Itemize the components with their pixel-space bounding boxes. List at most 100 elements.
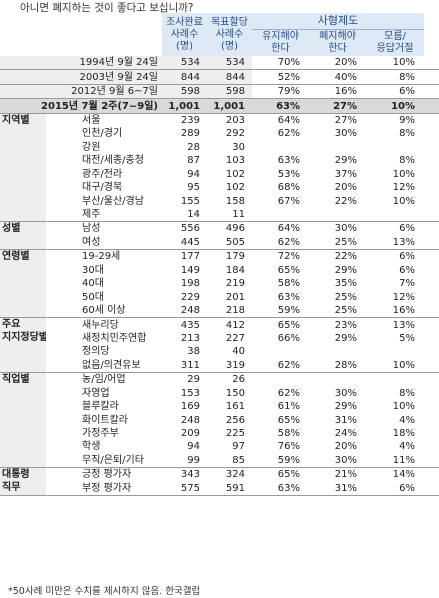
target-n-cell: 11 xyxy=(207,207,252,223)
target-n-cell: 591 xyxy=(207,481,252,496)
survey-n-cell: 94 xyxy=(187,168,200,180)
abolish-pct-cell: 25% xyxy=(309,235,366,251)
abolish-pct-cell: 22% xyxy=(334,195,357,207)
table-row: 부산/울산/경남 155 158 67% 22% 10% xyxy=(0,194,439,207)
abolish-pct-cell: 31% xyxy=(309,481,366,496)
target-n-cell: 161 xyxy=(225,401,245,413)
unknown-pct-cell: 7% xyxy=(399,278,416,290)
keep-pct-cell: 70% xyxy=(252,56,309,71)
table-row: 정의당 38 40 xyxy=(0,345,439,358)
row-label: 30대 xyxy=(82,264,104,276)
survey-n-cell: 534 xyxy=(162,56,207,71)
table-row: 50대 229 201 63% 25% 12% xyxy=(0,290,439,303)
row-label: 새누리당 xyxy=(82,319,119,331)
unknown-pct-cell xyxy=(366,373,424,387)
abolish-pct-cell: 27% xyxy=(334,114,357,126)
row-label: 서울 xyxy=(82,114,101,126)
row-label: 대전/세종/충청 xyxy=(82,155,144,167)
abolish-pct-cell: 22% xyxy=(334,251,357,263)
target-n-cell: 203 xyxy=(225,114,245,126)
header-survey-n: 조사완료 사례수 (명) xyxy=(162,13,207,56)
unknown-pct-cell: 10% xyxy=(366,358,425,374)
unknown-pct-cell: 10% xyxy=(392,195,416,207)
survey-n-cell: 556 xyxy=(180,223,200,235)
keep-pct-cell: 64% xyxy=(277,223,300,235)
table-row: 주요 지지정당별 새누리당 435 412 65% 23% 13% xyxy=(0,317,439,374)
row-label: 여성 xyxy=(46,235,162,251)
table-row: 제주 14 11 xyxy=(0,207,439,223)
unknown-pct-cell: 11% xyxy=(366,453,425,469)
keep-pct-cell: 67% xyxy=(277,195,300,207)
question-text: 아니면 폐지하는 것이 좋다고 보십니까? xyxy=(20,2,194,14)
keep-pct-cell: 53% xyxy=(277,168,300,180)
row-label: 새정치민주연합 xyxy=(82,332,147,344)
keep-pct-cell: 65% xyxy=(277,414,300,426)
row-label: 화이트칼라 xyxy=(82,414,128,426)
keep-pct-cell: 59% xyxy=(252,453,309,469)
abolish-pct-cell: 24% xyxy=(334,428,357,440)
table-row: 광주/전라 94 102 53% 37% 10% xyxy=(0,168,439,181)
abolish-pct-cell: 16% xyxy=(309,84,366,100)
target-n-cell: 26 xyxy=(232,374,245,386)
unknown-pct-cell: 12% xyxy=(392,291,416,303)
survey-n-cell: 28 xyxy=(187,141,200,153)
abolish-pct-cell: 29% xyxy=(334,155,357,167)
unknown-pct-cell: 6% xyxy=(399,251,416,263)
row-label: 긍정 평가자 xyxy=(82,469,132,481)
abolish-pct-cell: 28% xyxy=(309,358,366,374)
target-n-cell: 598 xyxy=(207,84,252,100)
current-label: 2015년 7월 2주(7~9일) xyxy=(0,98,162,114)
survey-n-cell: 14 xyxy=(162,207,207,223)
table-row: 지역별 서울 239 203 64% 27% 9% xyxy=(0,113,439,223)
group-label: 직업별 xyxy=(0,372,46,469)
abolish-pct-cell: 29% xyxy=(334,264,357,276)
row-label: 제주 xyxy=(46,207,162,223)
target-n-cell: 85 xyxy=(207,453,252,469)
survey-n-cell: 198 xyxy=(180,278,200,290)
abolish-pct-cell: 35% xyxy=(334,278,357,290)
abolish-pct-cell: 30% xyxy=(334,128,357,140)
survey-n-cell: 1,001 xyxy=(162,98,207,114)
trend-row: 1994년 9월 24일 534 534 70% 20% 10% xyxy=(0,56,439,71)
keep-pct-cell: 62% xyxy=(252,358,309,374)
table-row: 40대 198 219 58% 35% 7% xyxy=(0,277,439,290)
unknown-pct-cell: 4% xyxy=(399,414,416,426)
target-n-cell: 184 xyxy=(225,264,245,276)
survey-n-cell: 169 xyxy=(180,401,200,413)
survey-n-cell: 149 xyxy=(180,264,200,276)
keep-pct-cell: 65% xyxy=(277,319,300,331)
target-n-cell: 102 xyxy=(225,182,245,194)
unknown-pct-cell: 12% xyxy=(392,182,416,194)
unknown-pct-cell: 6% xyxy=(366,84,425,100)
target-n-cell: 412 xyxy=(225,319,245,331)
unknown-pct-cell: 10% xyxy=(366,98,425,114)
header-death-penalty: 사형제도 xyxy=(252,13,425,30)
unknown-pct-cell: 14% xyxy=(392,469,416,481)
target-n-cell: 30 xyxy=(232,141,245,153)
abolish-pct-cell: 37% xyxy=(334,168,357,180)
target-n-cell: 40 xyxy=(232,346,245,358)
survey-n-cell: 29 xyxy=(187,374,200,386)
table-row: 대구/경북 95 102 68% 20% 12% xyxy=(0,181,439,194)
target-n-cell: 97 xyxy=(232,441,245,453)
keep-pct-cell: 59% xyxy=(252,303,309,319)
abolish-pct-cell: 25% xyxy=(309,303,366,319)
group-label: 대통령 직무 xyxy=(0,467,46,496)
unknown-pct-cell: 10% xyxy=(392,168,416,180)
abolish-pct-cell xyxy=(309,207,366,223)
row-label: 자영업 xyxy=(82,387,110,399)
unknown-pct-cell: 8% xyxy=(366,69,425,85)
keep-pct-cell: 76% xyxy=(277,441,300,453)
target-n-cell: 534 xyxy=(207,56,252,71)
keep-pct-cell: 63% xyxy=(277,291,300,303)
unknown-pct-cell: 8% xyxy=(399,155,416,167)
unknown-pct-cell: 5% xyxy=(399,332,416,344)
group-label: 성별 xyxy=(0,221,46,251)
table-row: 연령별 19-29세 177 179 72% 22% 6% xyxy=(0,249,439,319)
group-label: 연령별 xyxy=(0,249,46,319)
row-label: 강원 xyxy=(82,141,101,153)
survey-n-cell: 99 xyxy=(162,453,207,469)
survey-n-cell: 177 xyxy=(180,251,200,263)
abolish-pct-cell xyxy=(309,345,366,358)
target-n-cell: 227 xyxy=(225,332,245,344)
